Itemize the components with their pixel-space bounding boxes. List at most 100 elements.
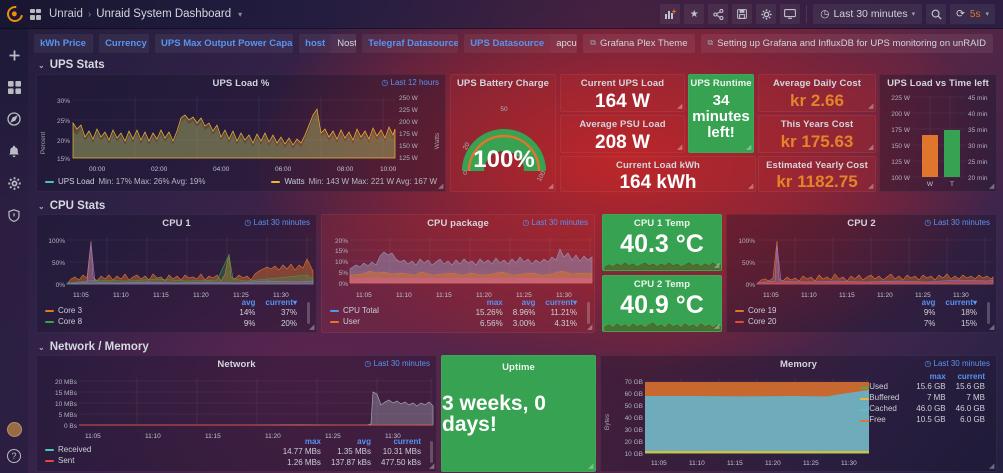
legend-watts[interactable]: Watts Min: 143 W Max: 221 W Avg: 167 W: [271, 176, 437, 187]
variable-kwh-price[interactable]: kWh Price 0.65▾: [34, 33, 94, 53]
panel-cpu-1[interactable]: CPU 1 ◷ Last 30 minutes 100% 50% 0% 11:0…: [36, 214, 317, 333]
row-header-cpu-stats[interactable]: ⌄ CPU Stats: [38, 200, 105, 212]
panel-title: Current UPS Load: [580, 78, 665, 89]
panel-cpu-package[interactable]: CPU package ◷ Last 30 minutes 20% 15% 10…: [321, 214, 595, 333]
panel-resize-handle[interactable]: ◢: [587, 324, 593, 331]
legend-scrollbar[interactable]: [430, 441, 433, 463]
svg-text:45 min: 45 min: [968, 95, 988, 102]
variable-ups-max-output[interactable]: UPS Max Output Power Capacity (Watt) 865…: [155, 33, 294, 53]
panel-uptime[interactable]: Uptime 3 weeks, 0 days! ◢: [441, 355, 596, 472]
dashboard-link-grafana-plex-theme[interactable]: ⧉ Grafana Plex Theme: [583, 33, 695, 53]
panel-resize-handle[interactable]: ◢: [868, 144, 874, 151]
legend-cell: 15.6 GB: [955, 382, 985, 391]
panel-resize-handle[interactable]: ◢: [309, 324, 315, 331]
panel-cpu-1-temp[interactable]: CPU 1 Temp 40.3 °C ◢: [602, 214, 722, 271]
variable-currency[interactable]: Currency kr▾: [99, 33, 150, 53]
time-range-picker[interactable]: ◷ Last 30 minutes ▾: [813, 4, 923, 24]
panel-ups-load-vs-time-left[interactable]: UPS Load vs Time left 225 W 200 W 175 W …: [879, 74, 997, 192]
panel-resize-handle[interactable]: ◢: [677, 144, 683, 151]
shield-icon[interactable]: [6, 207, 22, 223]
panel-average-daily-cost[interactable]: Average Daily Cost kr 2.66 ◢: [758, 74, 876, 112]
variable-value[interactable]: 0.65▾: [91, 33, 94, 53]
legend-cpu2[interactable]: Core 19 Core 20: [735, 305, 776, 327]
create-icon[interactable]: [6, 47, 22, 63]
user-avatar[interactable]: [6, 422, 22, 437]
panel-resize-handle[interactable]: ◢: [677, 103, 683, 110]
panel-resize-handle[interactable]: ◢: [868, 183, 874, 190]
zoom-out-search-icon[interactable]: [926, 4, 947, 24]
gear-icon[interactable]: [756, 4, 777, 24]
refresh-picker[interactable]: ⟳ 5s ▾: [950, 4, 995, 24]
svg-text:5 MBs: 5 MBs: [59, 412, 78, 419]
dashboard-link-ups-monitoring-guide[interactable]: ⧉ Setting up Grafana and InfluxDB for UP…: [700, 33, 994, 53]
panel-ups-load-percent[interactable]: UPS Load % ◷ Last 12 hours Percent Watts…: [36, 74, 446, 192]
legend-item: Core 8: [45, 316, 82, 327]
help-icon[interactable]: ?: [7, 449, 21, 463]
breadcrumb-root[interactable]: Unraid: [49, 8, 83, 20]
breadcrumb-separator: ›: [87, 8, 92, 20]
panel-resize-handle[interactable]: ◢: [868, 103, 874, 110]
variable-ups-datasource[interactable]: UPS Datasource apcupsd-container▾: [464, 33, 578, 53]
legend-cpu1[interactable]: Core 3 Core 8: [45, 305, 82, 327]
panel-add-icon[interactable]: [660, 4, 681, 24]
tv-icon[interactable]: [780, 4, 801, 24]
svg-text:100%: 100%: [738, 238, 755, 245]
panel-memory[interactable]: Memory ◷ Last 30 minutes Bytes 70 GB 60 …: [600, 355, 997, 472]
configuration-gear-icon[interactable]: [6, 175, 22, 191]
panel-current-load-kwh[interactable]: Current Load kWh 164 kWh ◢: [560, 156, 756, 192]
panel-resize-handle[interactable]: ◢: [429, 463, 435, 470]
stat-value: 40.9 °C: [620, 291, 704, 319]
panel-resize-handle[interactable]: ◢: [989, 324, 995, 331]
page-title[interactable]: Unraid System Dashboard: [96, 8, 232, 20]
panel-network[interactable]: Network ◷ Last 30 minutes 20 MBs 15 MBs …: [36, 355, 437, 472]
panel-resize-handle[interactable]: ◢: [746, 144, 752, 151]
svg-text:60 GB: 60 GB: [625, 391, 643, 398]
panel-resize-handle[interactable]: ◢: [989, 183, 995, 190]
variable-telegraf-datasource[interactable]: Telegraf Datasource Telegraf▾: [362, 33, 459, 53]
svg-text:125 W: 125 W: [891, 159, 911, 166]
legend-scrollbar[interactable]: [587, 302, 590, 324]
external-link-icon: ⧉: [707, 38, 714, 47]
alerting-bell-icon[interactable]: [6, 143, 22, 159]
share-icon[interactable]: [708, 4, 729, 24]
variable-label: kWh Price: [34, 33, 92, 53]
panel-ups-runtime[interactable]: UPS Runtime 34 minutes left! ◢: [688, 74, 754, 153]
panel-resize-handle[interactable]: ◢: [714, 262, 720, 269]
svg-text:100: 100: [536, 170, 547, 183]
panel-resize-handle[interactable]: ◢: [548, 183, 554, 190]
panel-resize-handle[interactable]: ◢: [438, 183, 444, 190]
legend-scrollbar[interactable]: [987, 302, 990, 324]
row-header-network-memory[interactable]: ⌄ Network / Memory: [38, 341, 149, 353]
explore-icon[interactable]: [6, 111, 22, 127]
panel-resize-handle[interactable]: ◢: [748, 183, 754, 190]
panel-resize-handle[interactable]: ◢: [989, 463, 995, 470]
refresh-icon[interactable]: ⟳: [956, 8, 965, 20]
legend-item: Used: [860, 382, 888, 391]
panel-cpu-2-temp[interactable]: CPU 2 Temp 40.9 °C ◢: [602, 275, 722, 332]
panel-resize-handle[interactable]: ◢: [588, 463, 594, 470]
legend-cpu-package[interactable]: CPU Total User: [330, 305, 379, 327]
panel-ups-battery-charge[interactable]: UPS Battery Charge 50 20 0 100 100% ◢: [450, 74, 556, 192]
memory-graph: Bytes 70 GB 60 GB 50 GB 40 GB 30 GB 20 G…: [604, 378, 869, 467]
legend-ups-load[interactable]: UPS Load Min: 17% Max: 26% Avg: 19%: [45, 176, 206, 187]
panel-current-ups-load[interactable]: Current UPS Load 164 W ◢: [560, 74, 685, 112]
variable-host[interactable]: host Nostromo▾: [299, 33, 357, 53]
panel-resize-handle[interactable]: ◢: [714, 323, 720, 330]
dashboards-icon[interactable]: [6, 79, 22, 95]
dashboard-grid-icon: [30, 8, 41, 20]
chevron-down-icon[interactable]: ▾: [238, 9, 243, 19]
panel-title: UPS Load %: [212, 78, 270, 89]
legend-network[interactable]: Received Sent: [45, 444, 91, 466]
variable-value[interactable]: apcupsd-container▾: [550, 33, 578, 53]
panel-average-psu-load[interactable]: Average PSU Load 208 W ◢: [560, 115, 685, 153]
panel-estimated-yearly-cost[interactable]: Estimated Yearly Cost kr 1182.75 ◢: [758, 156, 876, 192]
row-header-ups-stats[interactable]: ⌄ UPS Stats: [38, 59, 105, 71]
star-icon[interactable]: ★: [684, 4, 705, 24]
grafana-logo-icon[interactable]: [0, 0, 30, 29]
legend-scrollbar[interactable]: [307, 302, 310, 324]
save-icon[interactable]: [732, 4, 753, 24]
panel-this-years-cost[interactable]: This Years Cost kr 175.63 ◢: [758, 115, 876, 153]
variable-value[interactable]: Nostromo▾: [331, 33, 357, 53]
panel-cpu-2[interactable]: CPU 2 ◷ Last 30 minutes 100% 50% 0% 11:0…: [726, 214, 997, 333]
